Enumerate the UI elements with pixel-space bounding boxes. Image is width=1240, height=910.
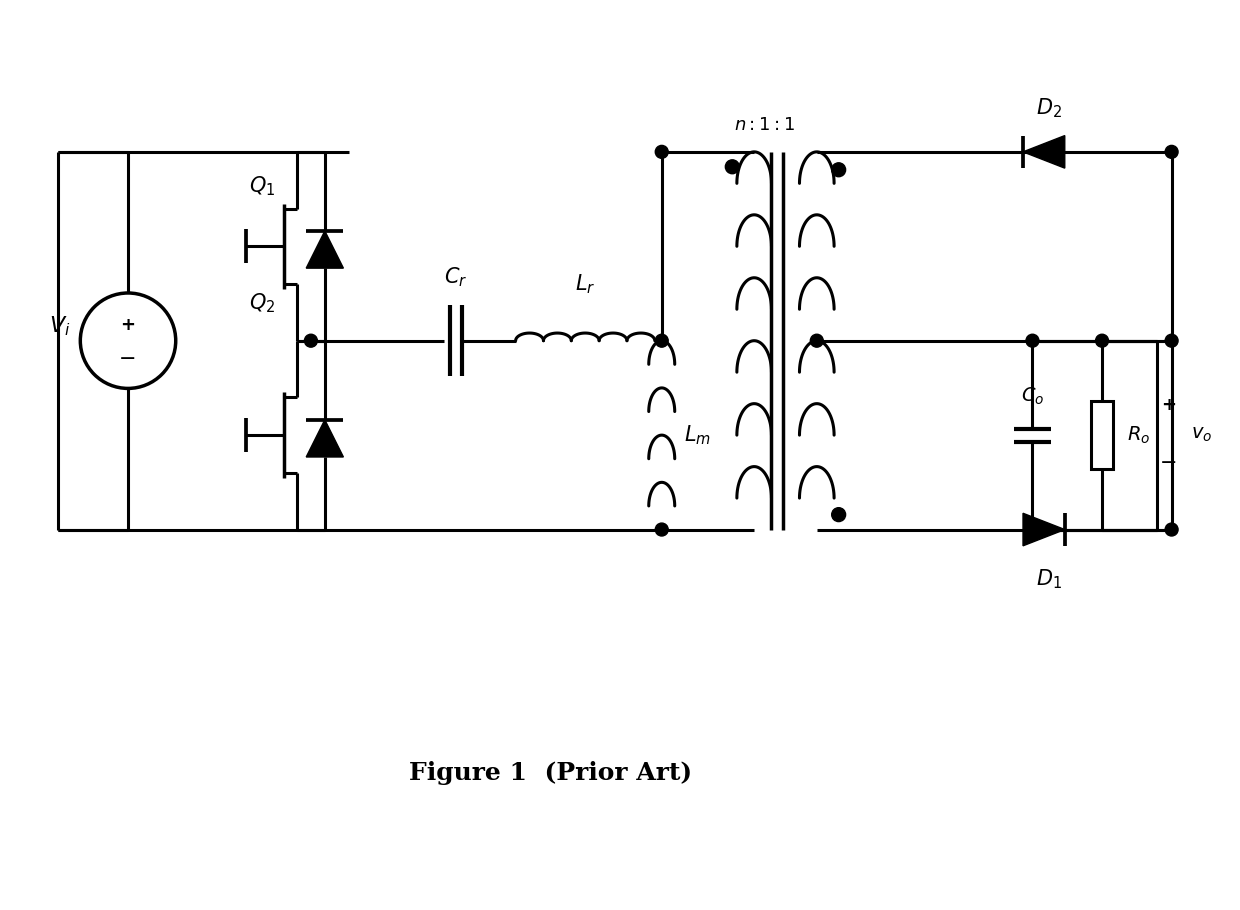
Polygon shape bbox=[306, 231, 343, 268]
Text: $L_m$: $L_m$ bbox=[683, 423, 711, 447]
Circle shape bbox=[832, 163, 846, 177]
Circle shape bbox=[1166, 334, 1178, 347]
Text: +: + bbox=[1161, 397, 1176, 414]
Text: $V_i$: $V_i$ bbox=[48, 314, 71, 338]
Text: $C_r$: $C_r$ bbox=[444, 266, 467, 289]
Circle shape bbox=[305, 334, 317, 347]
Text: $C_o$: $C_o$ bbox=[1021, 386, 1044, 408]
Text: $Q_2$: $Q_2$ bbox=[249, 291, 275, 315]
Text: −: − bbox=[119, 349, 136, 369]
Text: $R_o$: $R_o$ bbox=[1127, 424, 1151, 446]
Text: +: + bbox=[120, 316, 135, 334]
Text: $D_2$: $D_2$ bbox=[1035, 96, 1061, 120]
Polygon shape bbox=[306, 420, 343, 457]
Circle shape bbox=[1166, 523, 1178, 536]
Circle shape bbox=[832, 508, 846, 521]
Circle shape bbox=[655, 523, 668, 536]
Text: $L_r$: $L_r$ bbox=[575, 272, 595, 296]
Bar bbox=[1091, 401, 1114, 469]
Circle shape bbox=[810, 334, 823, 347]
Circle shape bbox=[1096, 334, 1109, 347]
Text: $v_o$: $v_o$ bbox=[1192, 426, 1213, 444]
Text: Figure 1  (Prior Art): Figure 1 (Prior Art) bbox=[409, 761, 692, 785]
Text: $n:1:1$: $n:1:1$ bbox=[734, 116, 795, 134]
Polygon shape bbox=[1023, 136, 1065, 168]
Circle shape bbox=[725, 160, 739, 174]
Circle shape bbox=[1166, 146, 1178, 158]
Circle shape bbox=[1025, 334, 1039, 347]
Text: −: − bbox=[1159, 453, 1178, 473]
Text: $Q_1$: $Q_1$ bbox=[249, 175, 275, 198]
Text: $D_1$: $D_1$ bbox=[1035, 567, 1061, 591]
Circle shape bbox=[655, 146, 668, 158]
Polygon shape bbox=[1023, 513, 1065, 546]
Circle shape bbox=[655, 334, 668, 347]
